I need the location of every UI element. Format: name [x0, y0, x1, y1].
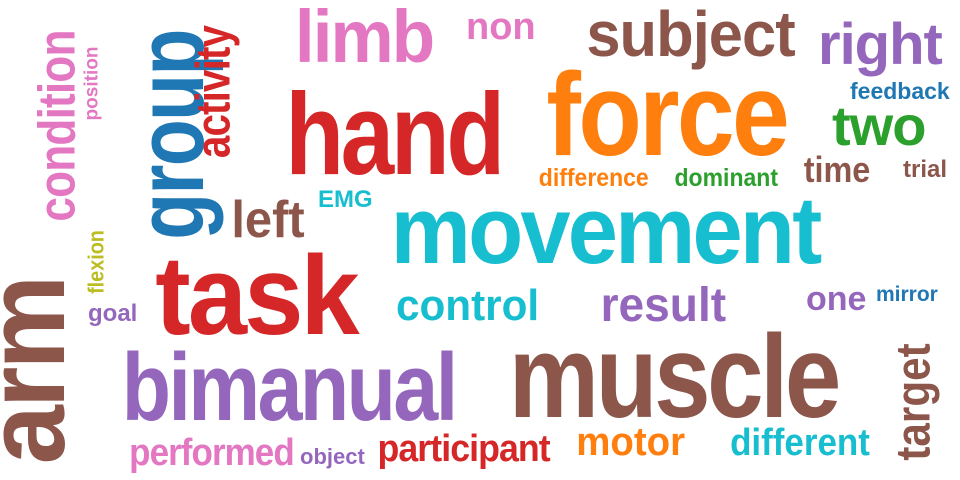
word-bimanual: bimanual — [121, 334, 458, 441]
word-trial: trial — [903, 156, 948, 183]
word-one: one — [806, 280, 867, 318]
word-mirror: mirror — [876, 283, 938, 306]
word-condition: condition — [28, 30, 87, 222]
word-movement: movement — [390, 177, 823, 284]
word-EMG: EMG — [318, 186, 373, 213]
word-arm: arm — [0, 277, 89, 465]
word-feedback: feedback — [850, 78, 950, 104]
word-task: task — [155, 233, 359, 358]
word-hand: hand — [285, 69, 505, 199]
word-flexion: flexion — [83, 230, 109, 294]
word-dominant: dominant — [674, 164, 779, 192]
word-position: position — [81, 46, 103, 121]
word-object: object — [300, 444, 365, 469]
word-non: non — [466, 6, 536, 48]
word-result: result — [600, 279, 727, 332]
word-muscle: muscle — [508, 311, 842, 443]
word-goal: goal — [88, 300, 138, 327]
word-different: different — [730, 422, 870, 464]
word-activity: activity — [187, 25, 241, 159]
word-force: force — [546, 49, 789, 181]
word-two: two — [832, 94, 926, 157]
word-right: right — [818, 12, 943, 77]
word-time: time — [803, 149, 871, 190]
word-control: control — [395, 281, 540, 330]
word-limb: limb — [294, 0, 435, 78]
word-motor: motor — [576, 420, 686, 464]
word-performed: performed — [129, 432, 295, 474]
word-difference: difference — [538, 164, 649, 192]
word-left: left — [231, 191, 305, 249]
word-participant: participant — [377, 428, 550, 470]
word-target: target — [887, 343, 941, 461]
word-subject: subject — [586, 0, 795, 70]
